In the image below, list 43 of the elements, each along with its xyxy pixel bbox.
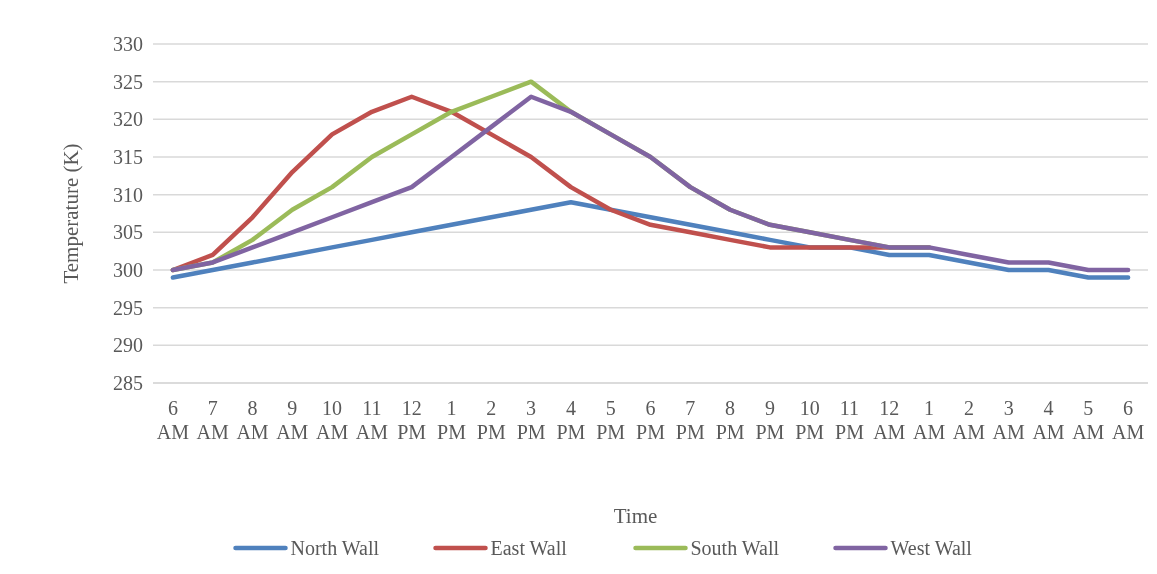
legend-label: North Wall <box>290 537 380 559</box>
x-tick-label: 5 AM <box>1072 397 1105 443</box>
x-tick-label: 6 AM <box>1111 397 1145 443</box>
x-tick-label: 1 AM <box>912 397 946 443</box>
x-tick-label: 2 PM <box>476 397 506 443</box>
y-tick-label: 330 <box>113 33 143 55</box>
legend-label: East Wall <box>490 537 568 559</box>
y-tick-label: 290 <box>113 334 143 357</box>
x-tick-label: 4 PM <box>556 397 586 443</box>
line-series <box>170 94 1131 273</box>
y-tick-label: 295 <box>113 296 143 319</box>
x-tick-label: 9 AM <box>276 397 309 443</box>
legend-label: West Wall <box>890 537 973 559</box>
y-tick-label: 300 <box>113 259 143 281</box>
x-tick-label: 11 PM <box>835 397 865 443</box>
x-axis-title: Time <box>613 504 658 528</box>
y-tick-label: 285 <box>113 372 143 394</box>
x-tick-label: 4 AM <box>1032 397 1065 443</box>
x-tick-label: 3 AM <box>992 397 1026 443</box>
x-tick-label: 3 PM <box>516 397 546 443</box>
x-tick-label: 6 PM <box>636 397 666 443</box>
y-tick-label: 305 <box>113 221 143 244</box>
x-tick-label: 11 AM <box>355 397 389 443</box>
x-tick-label: 5 PM <box>596 397 626 443</box>
y-tick-label: 325 <box>113 70 143 93</box>
x-tick-label: 8 AM <box>236 397 269 443</box>
line-series <box>170 199 1131 280</box>
y-tick-label: 310 <box>113 183 143 206</box>
x-tick-label: 12 AM <box>873 397 906 443</box>
x-tick-label: 7 PM <box>675 397 705 443</box>
x-tick-label: 8 PM <box>715 397 745 443</box>
x-tick-label: 10 AM <box>315 397 349 443</box>
y-axis-title: Temperature (K) <box>59 143 83 284</box>
y-tick-label: 315 <box>113 146 143 168</box>
x-tick-label: 2 AM <box>952 397 986 443</box>
x-tick-label: 6 AM <box>156 397 190 443</box>
legend-label: South Wall <box>690 537 780 559</box>
x-tick-label: 9 PM <box>755 397 785 443</box>
y-tick-label: 320 <box>113 108 143 131</box>
x-tick-label: 1 PM <box>437 397 467 443</box>
x-tick-label: 10 PM <box>795 397 825 443</box>
x-tick-label: 7 AM <box>196 397 230 443</box>
x-tick-label: 12 PM <box>397 397 427 443</box>
